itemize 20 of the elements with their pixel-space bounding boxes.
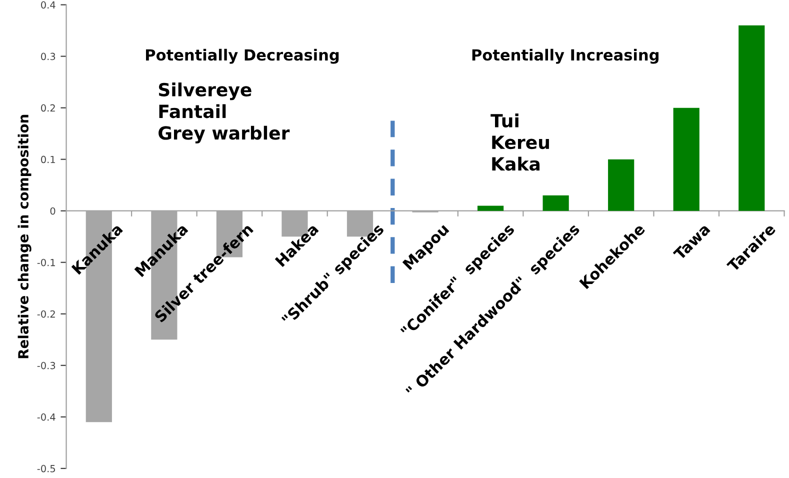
bar — [477, 206, 504, 211]
y-tick-label: 0.4 — [41, 1, 56, 9]
y-tick-label: 0.2 — [41, 104, 55, 112]
y-tick-label: -0.1 — [37, 258, 55, 266]
annotation: Silvereye Fantail Grey warbler — [158, 82, 290, 144]
annotation: Tui Kereu Kaka — [490, 114, 549, 171]
bar — [673, 108, 700, 211]
annotation: Potentially Decreasing — [146, 48, 339, 64]
annotation: Potentially Increasing — [472, 48, 658, 64]
bar — [608, 159, 634, 211]
y-tick-label: 0 — [50, 207, 56, 215]
y-axis-title: Relative change in composition — [18, 114, 32, 358]
y-tick-label: -0.2 — [37, 310, 55, 318]
y-tick-label: 0.3 — [41, 52, 56, 60]
y-tick-label: -0.4 — [37, 413, 56, 421]
y-tick-label: 0.1 — [41, 156, 55, 164]
y-tick-label: -0.5 — [37, 464, 56, 472]
bar — [738, 25, 765, 211]
y-tick-label: -0.3 — [37, 362, 56, 370]
bar — [542, 195, 569, 211]
